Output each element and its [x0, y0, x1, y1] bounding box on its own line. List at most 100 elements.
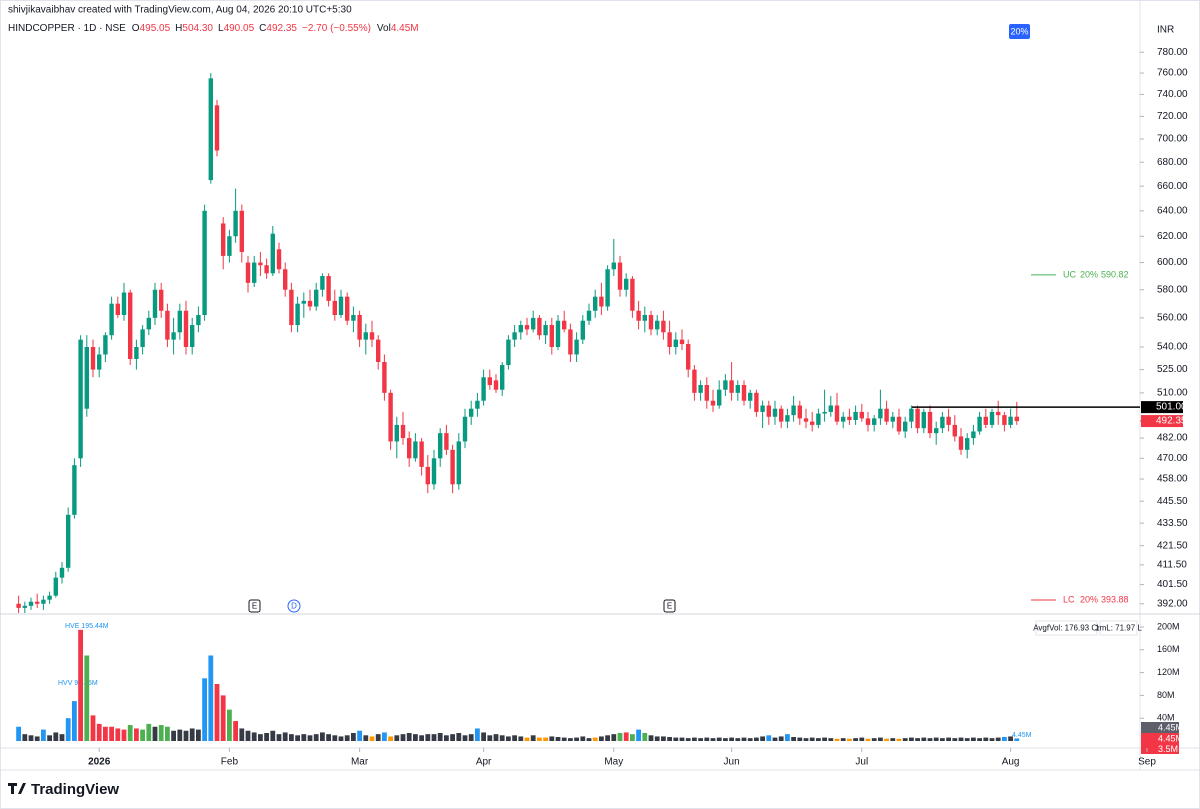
candle-body	[828, 405, 833, 412]
candle-body	[444, 433, 449, 450]
candle-body	[357, 315, 362, 340]
volume-bar	[642, 733, 648, 741]
candle-body	[28, 601, 34, 606]
event-circle[interactable]	[287, 599, 301, 613]
candle-body	[785, 415, 790, 422]
candle-body	[22, 605, 27, 608]
volume-bar	[115, 728, 121, 741]
volume-bar	[946, 737, 951, 741]
volume-bar	[896, 738, 902, 741]
limit-badge[interactable]: 20%	[1010, 26, 1028, 36]
volume-bar	[189, 728, 195, 741]
volume-bar	[196, 729, 201, 741]
volume-bar	[59, 734, 65, 741]
candle-body	[84, 347, 89, 409]
volume-bar	[878, 737, 883, 741]
candle-body	[921, 411, 926, 429]
volume-bar	[134, 728, 139, 741]
volume-bar	[772, 737, 778, 741]
volume-bar	[72, 701, 77, 741]
candle-body	[791, 405, 796, 416]
event[interactable]: D	[291, 602, 297, 611]
y-tick-label: 640.00	[1157, 205, 1188, 216]
volume-annotation: HVE 195.44M	[65, 623, 109, 630]
volume-bar	[512, 735, 517, 741]
candle-body	[152, 289, 158, 318]
volume-bar	[53, 732, 59, 741]
volume-bar	[158, 725, 164, 741]
candle-body	[351, 315, 356, 321]
legend-key: Vol	[377, 23, 391, 34]
volume-bar	[28, 735, 34, 741]
symbol: HINDCOPPER · 1D · NSE	[8, 23, 126, 34]
candle-body	[301, 300, 306, 304]
candle-body	[735, 385, 740, 393]
volume-tick-label: 160M	[1157, 644, 1180, 654]
candle-body	[208, 78, 213, 181]
volume-bar	[431, 734, 437, 741]
candle-body	[834, 405, 840, 422]
volume-bar	[140, 729, 145, 741]
volume-bar	[884, 738, 889, 741]
volume-bar	[989, 738, 995, 741]
upper-circuit-key: UC	[1063, 269, 1076, 279]
event-box[interactable]	[248, 599, 261, 613]
last-volume-label: 4.45M	[1012, 732, 1032, 739]
volume-bar	[239, 728, 245, 741]
candle-body	[934, 428, 939, 434]
last-price-box	[1141, 415, 1183, 428]
volume-bar	[499, 735, 505, 741]
y-tick-label: 458.00	[1157, 474, 1188, 485]
volume-bar	[245, 730, 251, 741]
volume-bar	[611, 734, 617, 741]
currency[interactable]: INR	[1157, 25, 1174, 36]
one-month-low: 1mL: 71.97 L	[1095, 624, 1142, 633]
x-tick-label: Jun	[724, 757, 740, 768]
candle-body	[53, 577, 58, 596]
event[interactable]: E	[667, 602, 672, 611]
volume-bar	[400, 734, 406, 741]
brand-logo[interactable]: TradingView	[8, 781, 119, 798]
volume-bar	[537, 737, 542, 741]
candle-body	[245, 262, 251, 283]
candle-body	[481, 377, 486, 401]
legend-key: O	[132, 23, 140, 34]
brand-icon[interactable]	[8, 783, 26, 794]
candle-body	[642, 315, 647, 321]
candle-body	[549, 325, 554, 348]
candle-body	[630, 278, 635, 311]
volume-bar	[710, 738, 716, 741]
volume-bar	[865, 738, 871, 741]
volume-bar	[369, 736, 375, 741]
candle-body	[822, 411, 827, 414]
y-tick-label: 525.00	[1157, 364, 1188, 375]
candle-body	[103, 335, 108, 355]
y-tick-label: 510.00	[1157, 387, 1188, 398]
candle-body	[989, 411, 995, 425]
volume-scale-box	[1141, 733, 1179, 744]
candle-body	[59, 567, 65, 578]
volume-bar	[208, 655, 214, 741]
candle-body	[450, 449, 455, 485]
event[interactable]: E	[252, 602, 257, 611]
volume-bar	[78, 629, 83, 741]
candle-body	[754, 392, 759, 412]
volume-bar	[47, 735, 52, 741]
candle-body	[797, 405, 802, 419]
volume-bar	[902, 738, 908, 741]
y-tick-label: 540.00	[1157, 342, 1188, 353]
event-box[interactable]	[663, 599, 676, 613]
candle-body	[109, 303, 114, 336]
volume-bar	[840, 738, 846, 741]
x-tick-label: Jul	[855, 757, 868, 768]
volume-bar	[295, 735, 300, 741]
volume-bar	[828, 738, 834, 741]
x-tick-label: Mar	[351, 757, 369, 768]
brand[interactable]: TradingView	[31, 781, 119, 798]
limit-badge-box[interactable]	[1009, 24, 1030, 39]
volume-bar	[723, 738, 728, 741]
volume-bar	[16, 726, 21, 741]
volume-bar	[90, 715, 96, 741]
candle-body	[41, 599, 46, 604]
candle-body	[227, 236, 232, 256]
